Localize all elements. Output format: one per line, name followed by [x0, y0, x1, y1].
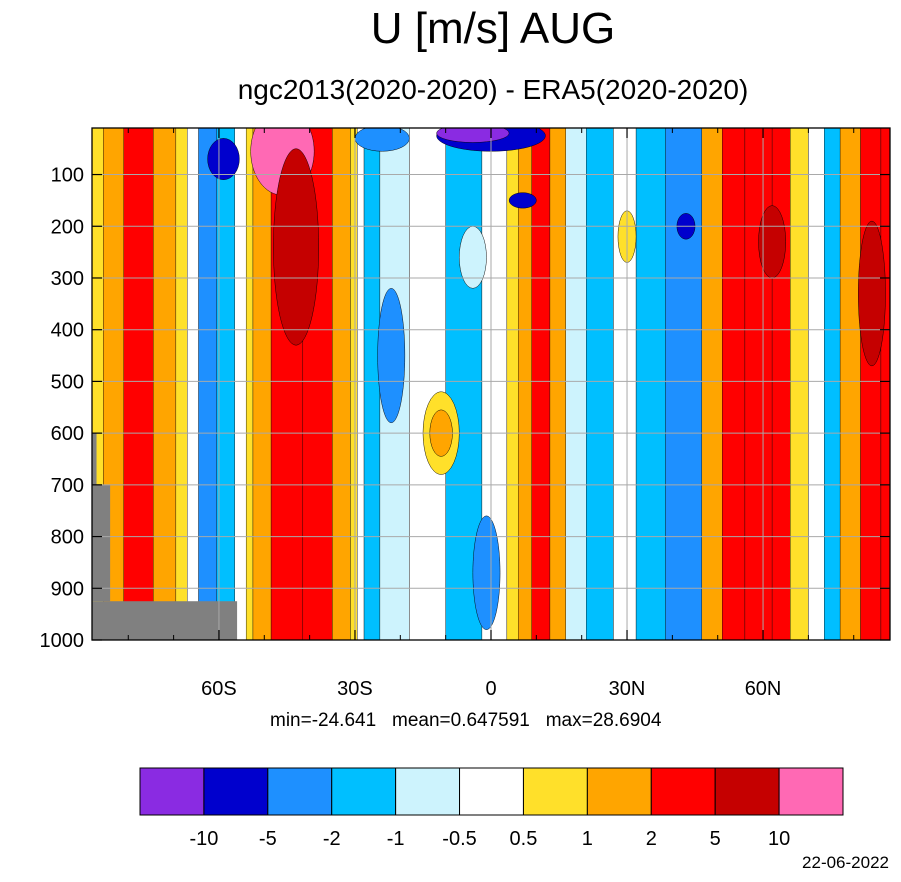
colorbar-label: 10	[768, 828, 790, 850]
contour-band	[586, 128, 614, 640]
y-tick-label: 300	[51, 268, 84, 290]
contour-band	[880, 128, 890, 640]
colorbar-label: -1	[387, 828, 405, 850]
colorbar-swatch	[139, 767, 205, 816]
contour-band	[234, 128, 247, 640]
contour-region	[858, 220, 886, 367]
contour-region	[354, 128, 410, 152]
contour-region	[508, 192, 537, 209]
contour-band	[175, 128, 188, 640]
stat-mean: mean=0.647591	[392, 710, 530, 731]
colorbar-swatch	[203, 767, 269, 816]
contour-band	[363, 128, 381, 640]
colorbar-label: -10	[189, 828, 218, 850]
x-tick-label: 60N	[745, 678, 782, 700]
missing-data-region	[92, 433, 97, 485]
missing-data-region	[92, 484, 111, 602]
contour-region	[273, 148, 319, 346]
contour-band	[332, 128, 351, 640]
contour-band	[635, 128, 666, 640]
contour-region	[207, 138, 240, 180]
contour-band	[123, 128, 154, 640]
y-tick-label: 800	[51, 527, 84, 549]
contour-region	[377, 288, 406, 424]
contour-band	[808, 128, 825, 640]
stat-min: min=-24.641	[270, 710, 377, 731]
contour-band	[198, 128, 217, 640]
contour-band	[187, 128, 199, 640]
colorbar-label: 0.5	[510, 828, 538, 850]
colorbar-swatch	[586, 767, 652, 816]
contour-band	[665, 128, 703, 640]
contour-band	[357, 128, 365, 640]
y-tick-label: 900	[51, 578, 84, 600]
x-tick-label: 30N	[609, 678, 646, 700]
colorbar-swatch	[714, 767, 780, 816]
missing-data-region	[92, 601, 238, 640]
contour-band	[613, 128, 637, 640]
contour-band	[350, 128, 358, 640]
contour-band	[701, 128, 723, 640]
y-tick-label: 1000	[40, 630, 85, 652]
contour-band	[824, 128, 841, 640]
contour-band	[722, 128, 746, 640]
colorbar-label: 2	[646, 828, 657, 850]
y-tick-label: 400	[51, 320, 84, 342]
colorbar-swatch	[778, 767, 844, 816]
colorbar-swatch	[650, 767, 716, 816]
y-tick-label: 500	[51, 371, 84, 393]
y-tick-label: 700	[51, 475, 84, 497]
contour-region	[436, 128, 510, 143]
page-title: U [m/s] AUG	[370, 4, 616, 53]
contour-band	[252, 128, 272, 640]
contour-band	[531, 128, 551, 640]
colorbar-label: 1	[582, 828, 593, 850]
colorbar-label: -2	[323, 828, 341, 850]
colorbar-swatch	[522, 767, 588, 816]
x-tick-label: 60S	[201, 678, 237, 700]
y-tick-label: 100	[51, 165, 84, 187]
colorbar-swatch	[459, 767, 524, 816]
contour-band	[549, 128, 566, 640]
contour-band	[565, 128, 587, 640]
contour-band	[860, 128, 882, 640]
x-tick-label: 0	[485, 678, 496, 700]
colorbar-label: -5	[259, 828, 277, 850]
contour-region	[472, 515, 501, 630]
colorbar-label: -0.5	[442, 828, 476, 850]
chart-subtitle: ngc2013(2020-2020) - ERA5(2020-2020)	[237, 74, 749, 105]
contour-band	[744, 128, 773, 640]
contour-band	[839, 128, 861, 640]
contour-region	[459, 226, 487, 289]
axes: 60S 30S 0 30N 60N 100 200 300 400 500 600 700 800 900…	[40, 128, 890, 700]
colorbar-label: 5	[710, 828, 721, 850]
contour-band	[771, 128, 791, 640]
y-tick-label: 600	[51, 423, 84, 445]
contour-band	[153, 128, 177, 640]
contour-band	[245, 128, 254, 640]
colorbar-swatch	[331, 767, 397, 816]
y-tick-label: 200	[51, 216, 84, 238]
statistics-line: min=-24.641 mean=0.647591 max=28.6904	[270, 710, 661, 732]
grid-lines	[92, 128, 890, 640]
date-stamp: 22-06-2022	[802, 853, 889, 872]
contour-band	[409, 128, 446, 640]
colorbar: -10 -5 -2 -1 -0.5 0.5 1 2 5 10	[139, 767, 844, 850]
contour-band	[790, 128, 809, 640]
colorbar-swatch	[395, 767, 461, 816]
colorbar-swatch	[267, 767, 333, 816]
stat-max: max=28.6904	[545, 710, 662, 731]
x-tick-label: 30S	[337, 678, 373, 700]
